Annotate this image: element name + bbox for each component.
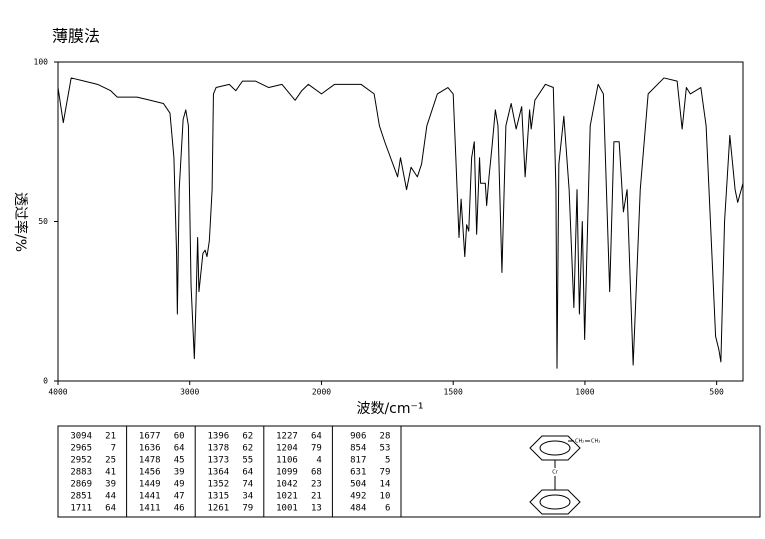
y-tick-label: 100 xyxy=(34,58,49,67)
plot-frame xyxy=(57,61,744,382)
peak-transmittance: 28 xyxy=(380,432,391,442)
y-axis-label: 透过率/% xyxy=(12,192,29,252)
x-tick-label: 2000 xyxy=(312,388,331,397)
peak-transmittance: 74 xyxy=(242,480,253,490)
peak-wavenumber: 1711 xyxy=(70,504,92,514)
peak-transmittance: 64 xyxy=(311,432,322,442)
peak-wavenumber: 1396 xyxy=(208,432,230,442)
peak-wavenumber: 631 xyxy=(350,468,366,478)
peak-wavenumber: 1001 xyxy=(276,504,298,514)
peak-transmittance: 21 xyxy=(105,432,116,442)
peak-transmittance: 39 xyxy=(174,468,185,478)
x-tick-label: 500 xyxy=(709,388,724,397)
peak-transmittance: 60 xyxy=(174,432,185,442)
x-tick-label: 4000 xyxy=(48,388,67,397)
peak-wavenumber: 2869 xyxy=(70,480,92,490)
peak-wavenumber: 1677 xyxy=(139,432,161,442)
peak-transmittance: 13 xyxy=(311,504,322,514)
peak-transmittance: 41 xyxy=(105,468,116,478)
table-frame xyxy=(57,425,761,518)
peak-wavenumber: 1411 xyxy=(139,504,161,514)
peak-wavenumber: 1478 xyxy=(139,456,161,466)
structure-label: CH₂ xyxy=(575,439,584,445)
peak-wavenumber: 1456 xyxy=(139,468,161,478)
peak-wavenumber: 1042 xyxy=(276,480,298,490)
peak-transmittance: 64 xyxy=(105,504,116,514)
peak-wavenumber: 2952 xyxy=(70,456,92,466)
peak-transmittance: 79 xyxy=(242,504,253,514)
structure-label: Cr xyxy=(552,470,558,476)
peak-transmittance: 68 xyxy=(311,468,322,478)
peak-wavenumber: 1364 xyxy=(208,468,230,478)
ring xyxy=(529,435,581,461)
peak-transmittance: 55 xyxy=(242,456,253,466)
peak-wavenumber: 504 xyxy=(350,480,366,490)
peak-transmittance: 49 xyxy=(174,480,185,490)
peak-wavenumber: 1449 xyxy=(139,480,161,490)
peak-wavenumber: 1352 xyxy=(208,480,230,490)
peak-wavenumber: 1021 xyxy=(276,492,298,502)
peak-transmittance: 34 xyxy=(242,492,253,502)
peak-wavenumber: 1378 xyxy=(208,444,230,454)
peak-wavenumber: 2851 xyxy=(70,492,92,502)
peak-wavenumber: 492 xyxy=(350,492,366,502)
peak-wavenumber: 854 xyxy=(350,444,366,454)
peak-transmittance: 5 xyxy=(385,456,390,466)
peak-transmittance: 10 xyxy=(380,492,391,502)
chart-title: 薄膜法 xyxy=(52,27,100,46)
peak-transmittance: 45 xyxy=(174,456,185,466)
peak-wavenumber: 2965 xyxy=(70,444,92,454)
peak-wavenumber: 1227 xyxy=(276,432,298,442)
ring-inner xyxy=(539,494,571,510)
peak-wavenumber: 1315 xyxy=(208,492,230,502)
peak-transmittance: 46 xyxy=(174,504,185,514)
y-tick-label: 50 xyxy=(38,217,48,226)
peak-transmittance: 62 xyxy=(242,444,253,454)
peak-transmittance: 79 xyxy=(311,444,322,454)
x-tick-label: 1000 xyxy=(575,388,594,397)
peak-transmittance: 39 xyxy=(105,480,116,490)
peak-wavenumber: 906 xyxy=(350,432,366,442)
peak-wavenumber: 1261 xyxy=(208,504,230,514)
peak-transmittance: 53 xyxy=(380,444,391,454)
peak-transmittance: 7 xyxy=(111,444,116,454)
peak-transmittance: 6 xyxy=(385,504,390,514)
peak-transmittance: 64 xyxy=(174,444,185,454)
peak-wavenumber: 1204 xyxy=(276,444,298,454)
ring-inner xyxy=(539,440,571,456)
structure xyxy=(529,435,590,515)
peak-wavenumber: 817 xyxy=(350,456,366,466)
peak-transmittance: 14 xyxy=(380,480,391,490)
peak-transmittance: 21 xyxy=(311,492,322,502)
peak-wavenumber: 3094 xyxy=(70,432,92,442)
peak-transmittance: 64 xyxy=(242,468,253,478)
y-tick-label: 0 xyxy=(43,377,48,386)
peak-wavenumber: 1441 xyxy=(139,492,161,502)
x-tick-label: 3000 xyxy=(180,388,199,397)
peak-wavenumber: 1106 xyxy=(276,456,298,466)
peak-wavenumber: 1636 xyxy=(139,444,161,454)
peak-transmittance: 62 xyxy=(242,432,253,442)
peak-transmittance: 23 xyxy=(311,480,322,490)
peak-transmittance: 25 xyxy=(105,456,116,466)
x-tick-label: 1500 xyxy=(444,388,463,397)
peak-wavenumber: 484 xyxy=(350,504,366,514)
peak-wavenumber: 2883 xyxy=(70,468,92,478)
x-axis-label: 波数/cm⁻¹ xyxy=(356,401,423,417)
ring xyxy=(529,489,581,515)
peak-wavenumber: 1099 xyxy=(276,468,298,478)
structure-label: CH₃ xyxy=(591,439,600,445)
peak-transmittance: 44 xyxy=(105,492,116,502)
spectrum-line xyxy=(57,77,744,369)
peak-transmittance: 4 xyxy=(316,456,321,466)
peak-wavenumber: 1373 xyxy=(208,456,230,466)
peak-transmittance: 47 xyxy=(174,492,185,502)
peak-transmittance: 79 xyxy=(380,468,391,478)
